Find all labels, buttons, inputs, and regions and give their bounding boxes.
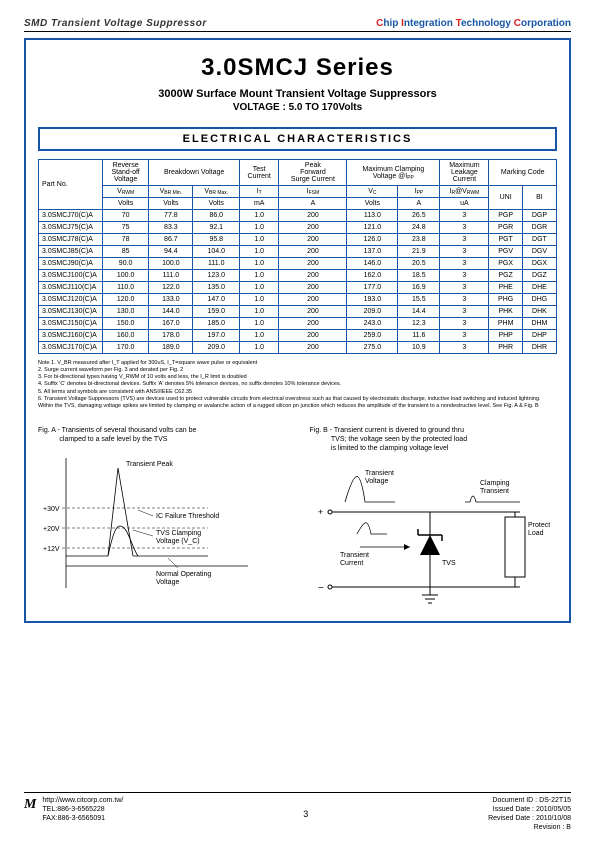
fig-a-peak: Transient Peak [126,461,173,468]
svg-text:Load: Load [528,530,544,537]
footer-revised: Revised Date : 2010/10/08 [488,815,571,822]
svg-text:Transient: Transient [480,488,509,495]
main-content-box: 3.0SMCJ Series 3000W Surface Mount Trans… [24,38,571,623]
subtitle-2: VOLTAGE : 5.0 TO 170Volts [38,102,557,113]
svg-text:Transient: Transient [365,470,394,477]
footer-docid: Document ID : DS-22T15 [492,797,571,804]
logo-icon: M [24,796,36,814]
page-number: 3 [303,809,308,819]
subtitle-1: 3000W Surface Mount Transient Voltage Su… [38,88,557,100]
note-line: 5. All terms and symbols are consistent … [38,389,557,396]
table-row: 3.0SMCJ78(C)A7886.795.81.0200126.023.83P… [39,234,557,246]
note-line: Note 1. V_BR measured after I_T applied … [38,360,557,367]
table-row: 3.0SMCJ170(C)A170.0189.0209.01.0200275.0… [39,342,557,354]
table-row: 3.0SMCJ130(C)A130.0144.0159.01.0200209.0… [39,306,557,318]
header-bar: SMD Transient Voltage Suppressor Chip In… [24,18,571,32]
notes-block: Note 1. V_BR measured after I_T applied … [38,360,557,410]
note-line: 6. Transient Voltage Suppressors (TVS) a… [38,396,557,410]
svg-text:Voltage: Voltage [156,579,179,586]
svg-text:+: + [318,507,323,517]
col-vrwm: ReverseStand-offVoltage [103,160,149,186]
col-ir: MaximumLeakageCurrent [440,160,489,186]
fig-a-y30: +30V [43,506,60,513]
table-row: 3.0SMCJ150(C)A150.0167.0185.01.0200243.0… [39,318,557,330]
fig-a-threshold: IC Failure Threshold [156,513,219,520]
header-right: Chip Integration Technology Corporation [376,18,571,29]
fig-a-caption: Fig. A - Transients of several thousand … [38,426,286,444]
note-line: 3. For bi-directional types having V_RWM… [38,374,557,381]
footer: M http://www.citcorp.com.tw/ TEL:886-3-6… [24,792,571,832]
table-row: 3.0SMCJ120(C)A120.0133.0147.01.0200193.0… [39,294,557,306]
col-uni: UNI [489,186,522,210]
svg-text:Clamping: Clamping [480,480,510,487]
col-vc: Maximum ClampingVoltage @IPP [347,160,440,186]
svg-text:Voltage: Voltage [365,478,388,485]
col-marking: Marking Code [489,160,557,186]
svg-text:−: − [318,583,324,594]
fig-b-caption: Fig. B - Transient current is divered to… [310,426,558,453]
fig-a-y20: +20V [43,526,60,533]
footer-tel: TEL:886-3-6565228 [42,806,104,813]
header-left: SMD Transient Voltage Suppressor [24,18,207,29]
table-row: 3.0SMCJ100(C)A100.0111.0123.01.0200162.0… [39,270,557,282]
figure-a: Fig. A - Transients of several thousand … [38,426,286,607]
fig-a-clamp: TVS Clamping [156,530,201,537]
fig-a-normal: Normal Operating [156,571,211,578]
table-row: 3.0SMCJ160(C)A160.0178.0197.01.0200259.0… [39,330,557,342]
table-row: 3.0SMCJ110(C)A110.0122.0135.01.0200177.0… [39,282,557,294]
col-it: TestCurrent [240,160,279,186]
svg-text:Voltage (V_C): Voltage (V_C) [156,538,200,545]
svg-text:TVS: TVS [442,560,456,567]
section-header: ELECTRICAL CHARACTERISTICS [38,127,557,151]
col-bi: BI [522,186,556,210]
col-partno: Part No. [39,160,103,210]
note-line: 2. Surge current waveform per Fig. 3 and… [38,367,557,374]
figure-b: Fig. B - Transient current is divered to… [310,426,558,607]
svg-text:Current: Current [340,560,363,567]
table-row: 3.0SMCJ70(C)A7077.886.01.0200113.026.53P… [39,210,557,222]
footer-fax: FAX:886-3-6565091 [42,815,105,822]
series-title: 3.0SMCJ Series [38,54,557,82]
footer-url: http://www.citcorp.com.tw/ [42,797,123,804]
note-line: 4. Suffix 'C' denotes bi-directional dev… [38,381,557,388]
svg-text:Protected: Protected [528,522,550,529]
table-row: 3.0SMCJ75(C)A7583.392.11.0200121.024.83P… [39,222,557,234]
footer-issued: Issued Date : 2010/05/05 [493,806,571,813]
fig-a-y12: +12V [43,546,60,553]
table-row: 3.0SMCJ90(C)A90.0100.0111.01.0200146.020… [39,258,557,270]
table-row: 3.0SMCJ85(C)A8594.4104.01.0200137.021.93… [39,246,557,258]
characteristics-table: Part No. ReverseStand-offVoltage Breakdo… [38,159,557,354]
svg-text:Transient: Transient [340,552,369,559]
footer-rev: Revision : B [534,824,571,831]
col-ifsm: PeakForwardSurge Current [279,160,347,186]
col-vbr: Breakdown Voltage [149,160,240,186]
